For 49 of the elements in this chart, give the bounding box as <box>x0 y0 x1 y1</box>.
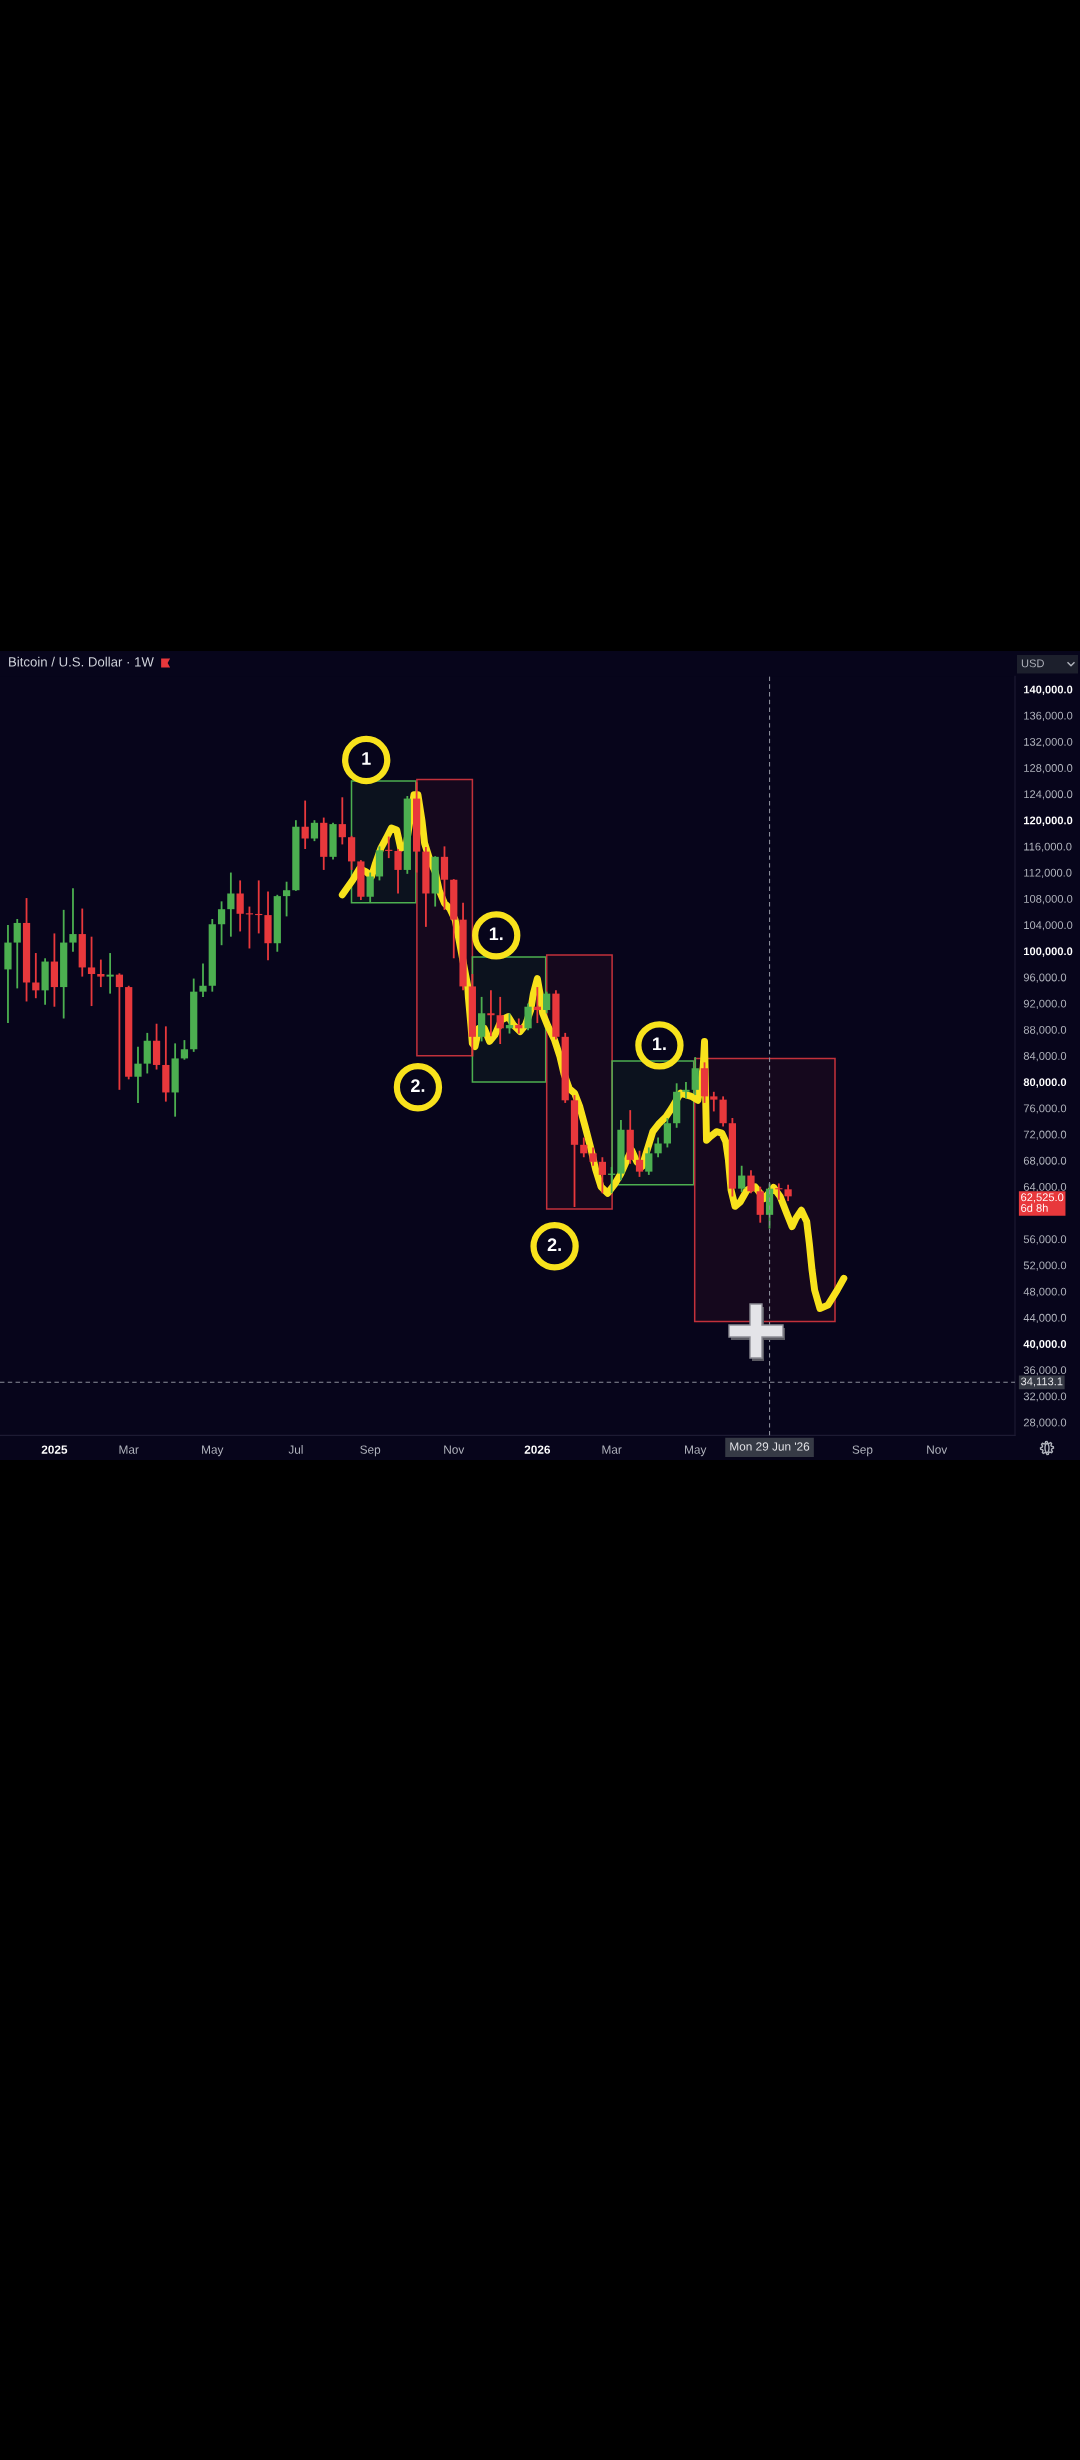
y-tick-label: 68,000.0 <box>1023 1156 1067 1166</box>
x-tick-label: Sep <box>852 1445 873 1457</box>
annotation: 2. <box>411 1079 425 1092</box>
y-tick-label: 124,000.0 <box>1024 790 1073 800</box>
x-tick-label: May <box>202 1445 224 1457</box>
x-tick-label: Mar <box>119 1445 139 1454</box>
y-tick-label: 120,000.0 <box>1024 816 1073 826</box>
y-tick-label: 40,000.0 <box>1023 1340 1067 1350</box>
y-tick-label: 104,000.0 <box>1024 921 1073 931</box>
y-tick-label: 116,000.0 <box>1024 842 1072 852</box>
y-tick-label: 36,000.0 <box>1023 1366 1067 1376</box>
y-tick-label: 100,000.0 <box>1024 947 1073 957</box>
x-tick-label: Sep <box>360 1445 381 1457</box>
y-tick-label: 52,000.0 <box>1023 1261 1067 1271</box>
x-tick-label: 2025 <box>41 1445 68 1454</box>
chart-title: Bitcoin / U.S. Dollar · 1W <box>9 656 154 667</box>
y-tick-label: 44,000.0 <box>1023 1313 1067 1324</box>
y-tick-label: 140,000.0 <box>1024 685 1073 696</box>
ref-line-label: Mon 29 Jun '26 <box>730 1442 810 1451</box>
y-tick-label: 108,000.0 <box>1024 894 1073 905</box>
annotation: 1. <box>653 1037 666 1050</box>
y-tick-label: 28,000.0 <box>1023 1418 1067 1428</box>
y-tick-label: 132,000.0 <box>1024 737 1073 748</box>
text: USD <box>1021 659 1044 668</box>
x-tick-label: 2026 <box>524 1445 551 1454</box>
x-tick-label: Nov <box>444 1445 465 1454</box>
y-tick-label: 56,000.0 <box>1023 1235 1067 1245</box>
x-tick-label: Jul <box>288 1445 303 1454</box>
y-tick-label: 48,000.0 <box>1023 1287 1067 1297</box>
y-tick-label: 72,000.0 <box>1023 1130 1067 1140</box>
x-tick-label: May <box>685 1445 707 1457</box>
annotation: 1 <box>362 752 371 765</box>
y-tick-label: 112,000.0 <box>1024 868 1072 878</box>
y-tick-label: 128,000.0 <box>1024 764 1073 774</box>
y-tick-label: 80,000.0 <box>1023 1078 1067 1088</box>
x-tick-label: Mar <box>602 1445 622 1454</box>
y-tick-label: 84,000.0 <box>1023 1052 1067 1062</box>
x-tick-label: Nov <box>927 1445 948 1454</box>
y-tick-label: 76,000.0 <box>1023 1104 1067 1114</box>
y-tick-label: 136,000.0 <box>1024 711 1073 721</box>
y-tick-label: 64,000.0 <box>1023 1182 1067 1193</box>
y-tick-label: 32,000.0 <box>1023 1392 1067 1402</box>
y-tick-label: 96,000.0 <box>1023 973 1067 983</box>
ref-line-label: 34,113.1 <box>1020 1377 1063 1387</box>
annotation: 1. <box>489 927 503 941</box>
annotation: 2. <box>547 1238 561 1251</box>
y-tick-label: 92,000.0 <box>1023 999 1067 1009</box>
text: 62,525.0 6d 8h <box>1021 1193 1064 1212</box>
y-tick-label: 88,000.0 <box>1023 1025 1067 1036</box>
